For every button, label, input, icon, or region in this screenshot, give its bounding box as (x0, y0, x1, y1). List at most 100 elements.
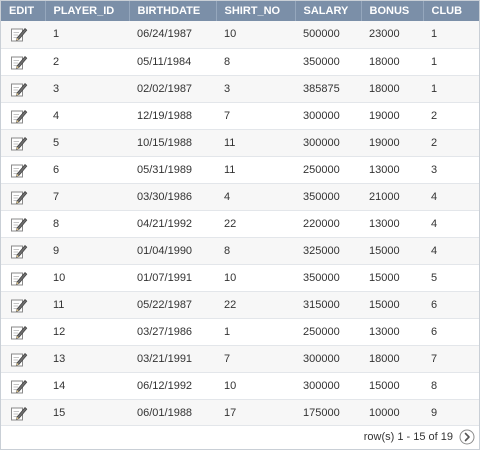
pencil-edit-icon[interactable] (10, 188, 28, 206)
pencil-edit-icon[interactable] (10, 25, 28, 43)
cell-edit (1, 399, 45, 427)
pencil-edit-icon[interactable] (10, 350, 28, 368)
cell-salary: 300000 (295, 372, 361, 400)
pencil-edit-icon[interactable] (10, 80, 28, 98)
cell-salary: 250000 (295, 156, 361, 184)
pencil-edit-icon[interactable] (10, 404, 28, 422)
cell-salary: 350000 (295, 264, 361, 292)
cell-edit (1, 210, 45, 238)
cell-shirt-no: 22 (216, 291, 295, 319)
cell-birthdate: 05/22/1987 (129, 291, 216, 319)
cell-bonus: 13000 (361, 156, 423, 184)
cell-birthdate: 03/21/1991 (129, 345, 216, 373)
pencil-edit-icon[interactable] (10, 269, 28, 287)
cell-bonus: 15000 (361, 372, 423, 400)
pencil-edit-icon[interactable] (10, 134, 28, 152)
cell-player-id: 15 (45, 399, 129, 427)
pencil-edit-icon[interactable] (10, 242, 28, 260)
cell-shirt-no: 3 (216, 75, 295, 103)
table-row: 8 04/21/1992 22 220000 13000 4 (1, 210, 479, 238)
column-header-player-id[interactable]: PLAYER_ID (45, 1, 130, 21)
table-row: 4 12/19/1988 7 300000 19000 2 (1, 102, 479, 130)
table-row: 12 03/27/1986 1 250000 13000 6 (1, 318, 479, 346)
pagination-label: row(s) 1 - 15 of 19 (363, 431, 453, 443)
cell-edit (1, 75, 45, 103)
cell-player-id: 2 (45, 48, 129, 76)
cell-bonus: 18000 (361, 75, 423, 103)
cell-salary: 300000 (295, 129, 361, 157)
column-header-salary[interactable]: SALARY (295, 1, 362, 21)
cell-salary: 300000 (295, 345, 361, 373)
pencil-edit-icon[interactable] (10, 377, 28, 395)
cell-bonus: 15000 (361, 291, 423, 319)
table-row: 7 03/30/1986 4 350000 21000 4 (1, 183, 479, 211)
cell-bonus: 10000 (361, 399, 423, 427)
pagination: row(s) 1 - 15 of 19 (364, 429, 475, 445)
cell-edit (1, 102, 45, 130)
cell-shirt-no: 10 (216, 21, 295, 49)
cell-bonus: 18000 (361, 48, 423, 76)
cell-shirt-no: 1 (216, 318, 295, 346)
cell-birthdate: 03/27/1986 (129, 318, 216, 346)
pencil-edit-icon[interactable] (10, 215, 28, 233)
cell-edit (1, 264, 45, 292)
cell-player-id: 5 (45, 129, 129, 157)
cell-bonus: 15000 (361, 264, 423, 292)
cell-bonus: 13000 (361, 318, 423, 346)
pencil-edit-icon[interactable] (10, 323, 28, 341)
column-header-club[interactable]: CLUB (431, 5, 463, 17)
column-header-bonus[interactable]: BONUS (361, 1, 424, 21)
pencil-edit-icon[interactable] (10, 53, 28, 71)
cell-shirt-no: 4 (216, 183, 295, 211)
cell-bonus: 21000 (361, 183, 423, 211)
cell-shirt-no: 10 (216, 372, 295, 400)
cell-shirt-no: 11 (216, 129, 295, 157)
cell-shirt-no: 10 (216, 264, 295, 292)
cell-salary: 500000 (295, 21, 361, 49)
chevron-right-icon[interactable] (459, 429, 475, 445)
cell-shirt-no: 22 (216, 210, 295, 238)
cell-salary: 300000 (295, 102, 361, 130)
cell-club: 9 (423, 399, 479, 427)
cell-edit (1, 21, 45, 49)
pencil-edit-icon[interactable] (10, 161, 28, 179)
cell-player-id: 12 (45, 318, 129, 346)
table-row: 1 06/24/1987 10 500000 23000 1 (1, 21, 479, 49)
cell-edit (1, 318, 45, 346)
table-row: 15 06/01/1988 17 175000 10000 9 (1, 399, 479, 427)
cell-edit (1, 129, 45, 157)
cell-club: 5 (423, 264, 479, 292)
cell-player-id: 14 (45, 372, 129, 400)
table-row: 2 05/11/1984 8 350000 18000 1 (1, 48, 479, 76)
column-header-edit[interactable]: EDIT (1, 1, 46, 21)
cell-birthdate: 06/12/1992 (129, 372, 216, 400)
cell-player-id: 11 (45, 291, 129, 319)
cell-shirt-no: 7 (216, 102, 295, 130)
cell-shirt-no: 8 (216, 237, 295, 265)
column-header-shirt-no[interactable]: SHIRT_NO (216, 1, 296, 21)
cell-birthdate: 10/15/1988 (129, 129, 216, 157)
cell-club: 4 (423, 237, 479, 265)
cell-birthdate: 06/24/1987 (129, 21, 216, 49)
cell-club: 6 (423, 318, 479, 346)
cell-edit (1, 372, 45, 400)
column-header-birthdate[interactable]: BIRTHDATE (129, 1, 217, 21)
pencil-edit-icon[interactable] (10, 107, 28, 125)
cell-bonus: 15000 (361, 237, 423, 265)
cell-player-id: 3 (45, 75, 129, 103)
cell-edit (1, 345, 45, 373)
table-row: 10 01/07/1991 10 350000 15000 5 (1, 264, 479, 292)
cell-birthdate: 12/19/1988 (129, 102, 216, 130)
cell-birthdate: 02/02/1987 (129, 75, 216, 103)
cell-club: 1 (423, 48, 479, 76)
cell-salary: 175000 (295, 399, 361, 427)
cell-player-id: 13 (45, 345, 129, 373)
cell-bonus: 19000 (361, 129, 423, 157)
cell-salary: 220000 (295, 210, 361, 238)
table-header-row: EDIT PLAYER_ID BIRTHDATE SHIRT_NO SALARY… (1, 1, 479, 21)
cell-player-id: 6 (45, 156, 129, 184)
pencil-edit-icon[interactable] (10, 296, 28, 314)
cell-club: 4 (423, 210, 479, 238)
cell-salary: 350000 (295, 48, 361, 76)
